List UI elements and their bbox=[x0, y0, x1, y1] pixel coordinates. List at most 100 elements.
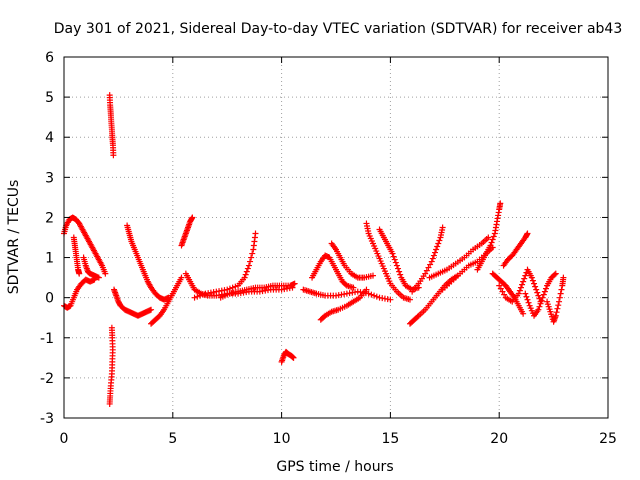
data-point bbox=[148, 306, 155, 313]
data-point bbox=[499, 288, 506, 295]
data-point bbox=[524, 296, 531, 303]
data-point bbox=[488, 239, 495, 246]
data-point bbox=[434, 243, 441, 250]
track-12 bbox=[217, 280, 298, 301]
data-point bbox=[373, 293, 380, 300]
data-point bbox=[523, 293, 530, 300]
track-22 bbox=[426, 234, 492, 281]
data-point bbox=[242, 271, 249, 278]
x-tick-label: 10 bbox=[273, 431, 291, 447]
data-point bbox=[368, 291, 375, 298]
data-point bbox=[194, 293, 201, 300]
data-point bbox=[539, 294, 546, 301]
x-axis-label: GPS time / hours bbox=[276, 459, 393, 475]
data-point bbox=[497, 285, 504, 292]
data-point bbox=[520, 278, 527, 285]
data-point bbox=[521, 275, 528, 282]
y-tick-label: 2 bbox=[45, 210, 54, 226]
data-point bbox=[428, 258, 435, 265]
y-tick-label: 5 bbox=[45, 90, 54, 106]
data-point bbox=[363, 286, 370, 293]
data-point bbox=[427, 261, 434, 268]
data-point bbox=[528, 274, 535, 281]
track-24 bbox=[474, 200, 504, 273]
y-tick-label: -3 bbox=[40, 411, 54, 427]
data-point bbox=[397, 271, 404, 278]
chart-title: Day 301 of 2021, Sidereal Day-to-day VTE… bbox=[54, 21, 623, 37]
data-points bbox=[61, 92, 567, 407]
data-point bbox=[520, 310, 527, 317]
data-point bbox=[542, 285, 549, 292]
data-point bbox=[248, 254, 255, 261]
data-point bbox=[350, 284, 357, 291]
data-point bbox=[395, 265, 402, 272]
data-point bbox=[557, 290, 564, 297]
x-tick-label: 25 bbox=[599, 431, 617, 447]
data-point bbox=[102, 270, 109, 277]
data-point bbox=[535, 292, 542, 299]
y-tick-label: 3 bbox=[45, 170, 54, 186]
data-point bbox=[489, 236, 496, 243]
data-point bbox=[551, 271, 558, 278]
data-point bbox=[556, 294, 563, 301]
data-point bbox=[406, 296, 413, 303]
data-point bbox=[392, 259, 399, 266]
data-point bbox=[487, 242, 494, 249]
data-point bbox=[422, 270, 429, 277]
data-point bbox=[369, 272, 376, 279]
data-point bbox=[541, 288, 548, 295]
track-19 bbox=[376, 226, 422, 293]
data-point bbox=[245, 262, 252, 269]
y-tick-label: -2 bbox=[40, 371, 54, 387]
data-point bbox=[552, 312, 559, 319]
data-point bbox=[95, 274, 102, 281]
data-point bbox=[433, 246, 440, 253]
data-point bbox=[553, 309, 560, 316]
track-13 bbox=[278, 348, 297, 365]
data-point bbox=[226, 285, 233, 292]
data-point bbox=[224, 286, 231, 293]
track-14 bbox=[300, 286, 394, 303]
data-point bbox=[110, 152, 117, 159]
data-point bbox=[430, 252, 437, 259]
data-point bbox=[391, 256, 398, 263]
track-26 bbox=[500, 230, 531, 269]
track-27 bbox=[496, 266, 544, 305]
plot-frame bbox=[63, 56, 609, 419]
data-point bbox=[556, 298, 563, 305]
data-point bbox=[393, 262, 400, 269]
data-point bbox=[532, 283, 539, 290]
data-point bbox=[485, 234, 492, 241]
data-point bbox=[531, 280, 538, 287]
y-tick-label: 4 bbox=[45, 130, 54, 146]
data-point bbox=[540, 291, 547, 298]
data-point bbox=[538, 297, 545, 304]
data-point bbox=[435, 240, 442, 247]
data-point bbox=[178, 274, 185, 281]
data-point bbox=[533, 286, 540, 293]
data-point bbox=[229, 284, 236, 291]
data-point bbox=[252, 230, 259, 237]
data-point bbox=[189, 214, 196, 221]
data-point bbox=[552, 270, 559, 277]
track-5 bbox=[106, 324, 116, 407]
x-tick-label: 20 bbox=[490, 431, 508, 447]
data-point bbox=[537, 300, 544, 307]
track-7 bbox=[124, 222, 172, 303]
y-tick-label: 1 bbox=[45, 251, 54, 267]
data-point bbox=[535, 306, 542, 313]
data-point bbox=[560, 274, 567, 281]
data-point bbox=[524, 230, 531, 237]
x-tick-label: 15 bbox=[381, 431, 399, 447]
track-3 bbox=[80, 254, 102, 281]
data-point bbox=[191, 294, 198, 301]
data-point bbox=[501, 291, 508, 298]
track-9 bbox=[178, 214, 196, 249]
data-point bbox=[516, 287, 523, 294]
track-2 bbox=[70, 234, 83, 277]
data-point bbox=[244, 265, 251, 272]
data-point bbox=[387, 296, 394, 303]
data-point bbox=[439, 224, 446, 231]
data-point bbox=[232, 283, 239, 290]
